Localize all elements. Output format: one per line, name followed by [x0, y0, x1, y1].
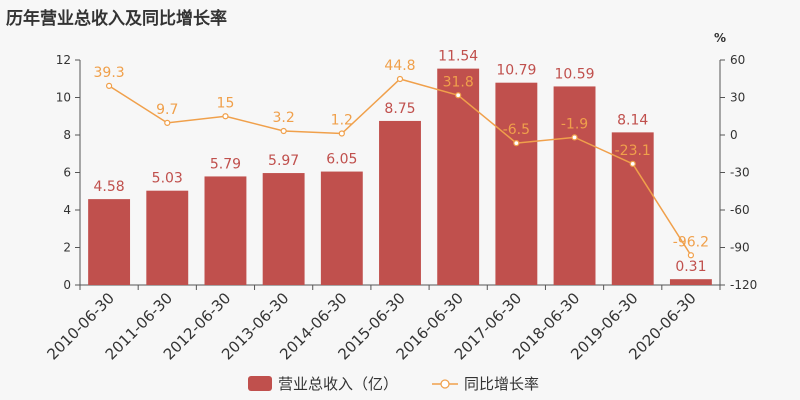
revenue-bar — [262, 173, 305, 285]
growth-rate-point — [164, 119, 171, 126]
revenue-bar — [204, 176, 247, 285]
revenue-bar — [437, 68, 480, 285]
growth-rate-point — [571, 134, 578, 141]
legend-bar-swatch — [248, 376, 272, 391]
revenue-data-label: 5.79 — [210, 156, 241, 172]
growth-rate-point — [455, 92, 462, 99]
revenue-data-label: 5.03 — [152, 171, 183, 187]
revenue-data-label: 10.59 — [554, 66, 594, 82]
legend-line-label: 同比增长率 — [464, 375, 539, 393]
revenue-data-label: 11.54 — [438, 49, 478, 65]
growth-rate-point — [513, 140, 520, 147]
chart-title: 历年营业总收入及同比增长率 — [6, 9, 227, 29]
left-y-tick-label: 12 — [56, 53, 71, 67]
growth-rate-data-label: 44.8 — [384, 58, 415, 74]
left-y-tick-label: 0 — [63, 278, 71, 292]
left-y-tick-label: 8 — [63, 128, 71, 142]
growth-rate-point — [338, 130, 345, 137]
revenue-data-label: 4.58 — [94, 179, 125, 195]
revenue-data-label: 8.75 — [384, 101, 415, 117]
growth-rate-point — [280, 127, 287, 135]
revenue-bar — [88, 199, 131, 285]
right-y-tick-label: 30 — [730, 91, 745, 105]
growth-rate-data-label: 3.2 — [273, 110, 295, 126]
revenue-bar — [495, 82, 538, 285]
right-y-tick-label: -60 — [730, 203, 750, 217]
growth-rate-point — [222, 113, 229, 120]
growth-rate-data-label: -6.5 — [503, 122, 530, 138]
revenue-bar — [379, 120, 421, 285]
left-y-tick-label: 4 — [63, 203, 71, 217]
left-y-tick-label: 6 — [63, 166, 71, 180]
right-y-tick-label: -120 — [730, 278, 757, 292]
revenue-bar — [553, 86, 596, 285]
revenue-data-label: 10.79 — [496, 63, 536, 79]
revenue-data-label: 5.97 — [268, 153, 299, 169]
growth-rate-data-label: 1.2 — [331, 113, 353, 129]
growth-rate-data-label: 9.7 — [156, 102, 178, 118]
growth-rate-data-label: -96.2 — [673, 234, 709, 250]
legend-bar-label: 营业总收入（亿） — [278, 375, 398, 393]
growth-rate-data-label: 31.8 — [443, 74, 474, 90]
growth-rate-data-label: -1.9 — [561, 116, 588, 132]
revenue-data-label: 8.14 — [617, 112, 648, 128]
left-y-tick-label: 2 — [63, 241, 71, 255]
revenue-bar — [320, 171, 363, 285]
growth-rate-data-label: 15 — [217, 95, 235, 111]
revenue-data-label: 0.31 — [675, 259, 706, 275]
growth-rate-data-label: 39.3 — [94, 65, 125, 81]
growth-rate-data-label: -23.1 — [615, 143, 651, 159]
revenue-data-label: 6.05 — [326, 152, 357, 168]
growth-rate-point — [105, 82, 113, 89]
growth-rate-point — [687, 252, 695, 259]
left-y-tick-label: 10 — [56, 91, 71, 105]
right-y-tick-label: -30 — [730, 166, 750, 180]
right-y-tick-label: -90 — [730, 241, 750, 255]
revenue-bar — [669, 279, 712, 285]
growth-rate-point — [629, 160, 636, 167]
right-y-unit-label: % — [714, 31, 726, 45]
right-y-tick-label: 60 — [730, 53, 745, 67]
revenue-bar — [146, 190, 189, 285]
legend-line-marker — [440, 379, 450, 389]
growth-rate-point — [396, 75, 404, 83]
right-y-tick-label: 0 — [730, 128, 738, 142]
